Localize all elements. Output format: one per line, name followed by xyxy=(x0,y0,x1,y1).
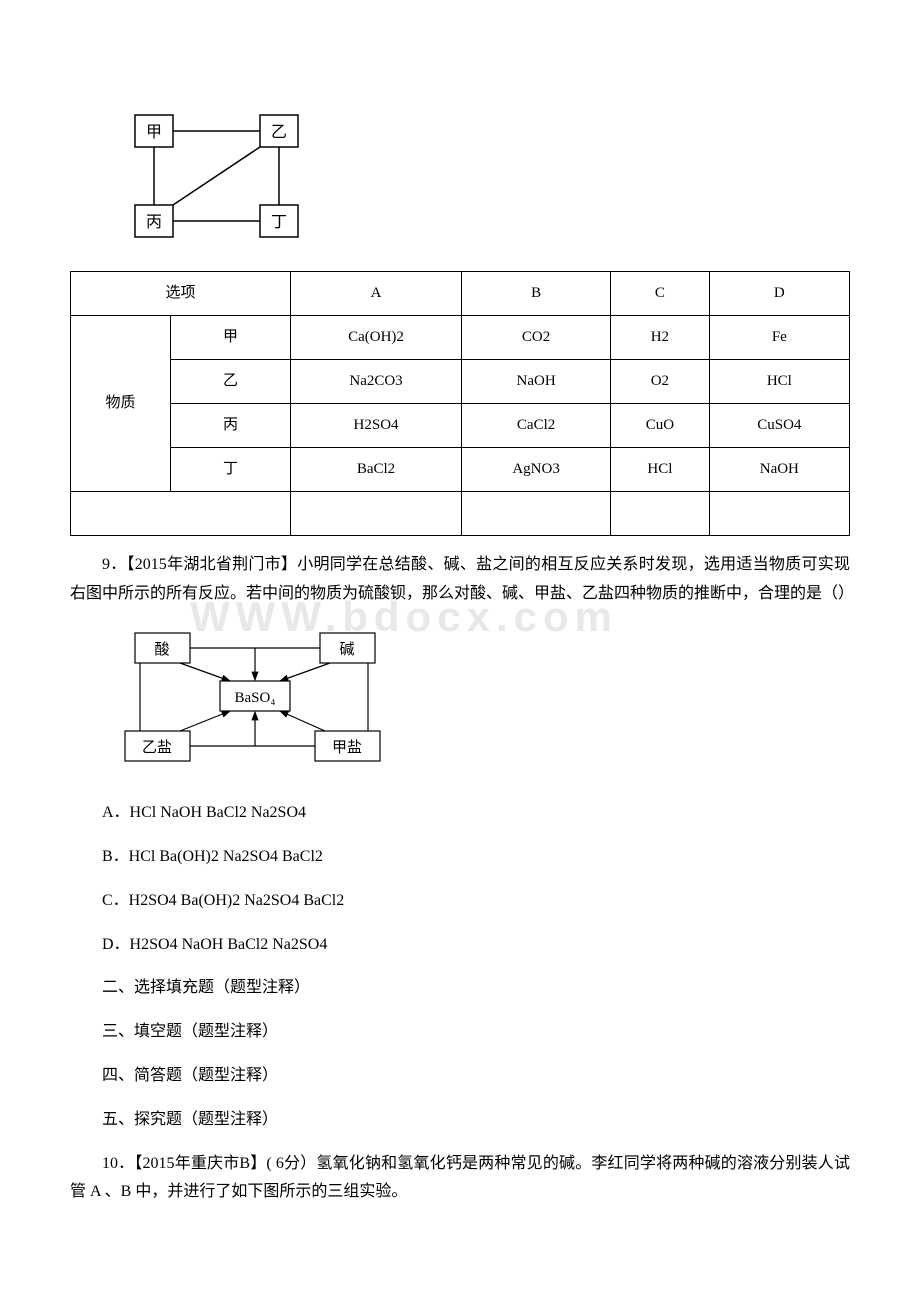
section-3: 三、填空题（题型注释） xyxy=(70,1018,850,1047)
cell: CuO xyxy=(611,403,710,447)
q10-text: 10．【2015年重庆市B】( 6分）氢氧化钠和氢氧化钙是两种常见的碱。李红同学… xyxy=(70,1150,850,1208)
option-C: C．H2SO4 Ba(OH)2 Na2SO4 BaCl2 xyxy=(70,887,850,916)
diagram-1: 甲 乙 丙 丁 xyxy=(120,105,850,256)
node-bing: 丙 xyxy=(146,214,162,231)
col-B: B xyxy=(462,271,611,315)
node-ding: 丁 xyxy=(271,214,287,231)
empty-cell xyxy=(462,491,611,535)
sub-jia: 甲 xyxy=(171,315,291,359)
cell: CO2 xyxy=(462,315,611,359)
cell: CuSO4 xyxy=(709,403,849,447)
diagram-2: 酸 碱 BaSO₄ 乙盐 甲盐 xyxy=(120,623,850,784)
node-yi: 乙 xyxy=(271,124,287,141)
cell: HCl xyxy=(709,359,849,403)
cell: Ca(OH)2 xyxy=(291,315,462,359)
cell: HCl xyxy=(611,447,710,491)
empty-cell xyxy=(611,491,710,535)
q9-text: 9．【2015年湖北省荆门市】小明同学在总结酸、碱、盐之间的相互反应关系时发现，… xyxy=(70,551,850,609)
option-D: D．H2SO4 NaOH BaCl2 Na2SO4 xyxy=(70,931,850,960)
node-base: 碱 xyxy=(339,641,354,658)
empty-cell xyxy=(71,491,291,535)
sub-bing: 丙 xyxy=(171,403,291,447)
section-5: 五、探究题（题型注释） xyxy=(70,1106,850,1135)
node-jiasalt: 甲盐 xyxy=(332,739,362,756)
section-2: 二、选择填充题（题型注释） xyxy=(70,974,850,1003)
cell: H2SO4 xyxy=(291,403,462,447)
cell: Na2CO3 xyxy=(291,359,462,403)
option-B: B．HCl Ba(OH)2 Na2SO4 BaCl2 xyxy=(70,843,850,872)
section-4: 四、简答题（题型注释） xyxy=(70,1062,850,1091)
diagram-2-svg: 酸 碱 BaSO₄ 乙盐 甲盐 xyxy=(120,623,420,773)
cell: NaOH xyxy=(709,447,849,491)
sub-yi: 乙 xyxy=(171,359,291,403)
col-A: A xyxy=(291,271,462,315)
row-label: 物质 xyxy=(71,315,171,491)
cell: H2 xyxy=(611,315,710,359)
col-D: D xyxy=(709,271,849,315)
node-yisalt: 乙盐 xyxy=(142,739,172,756)
empty-cell xyxy=(709,491,849,535)
node-center: BaSO₄ xyxy=(234,690,275,706)
cell: BaCl2 xyxy=(291,447,462,491)
node-acid: 酸 xyxy=(154,641,169,658)
empty-cell xyxy=(291,491,462,535)
cell: AgNO3 xyxy=(462,447,611,491)
options-table: 选项 A B C D 物质 甲 Ca(OH)2 CO2 H2 Fe 乙 Na2C… xyxy=(70,271,850,536)
cell: Fe xyxy=(709,315,849,359)
cell: NaOH xyxy=(462,359,611,403)
diagram-1-svg: 甲 乙 丙 丁 xyxy=(120,105,310,245)
node-jia: 甲 xyxy=(146,124,162,141)
header-label: 选项 xyxy=(71,271,291,315)
sub-ding: 丁 xyxy=(171,447,291,491)
col-C: C xyxy=(611,271,710,315)
cell: CaCl2 xyxy=(462,403,611,447)
option-A: A．HCl NaOH BaCl2 Na2SO4 xyxy=(70,799,850,828)
cell: O2 xyxy=(611,359,710,403)
